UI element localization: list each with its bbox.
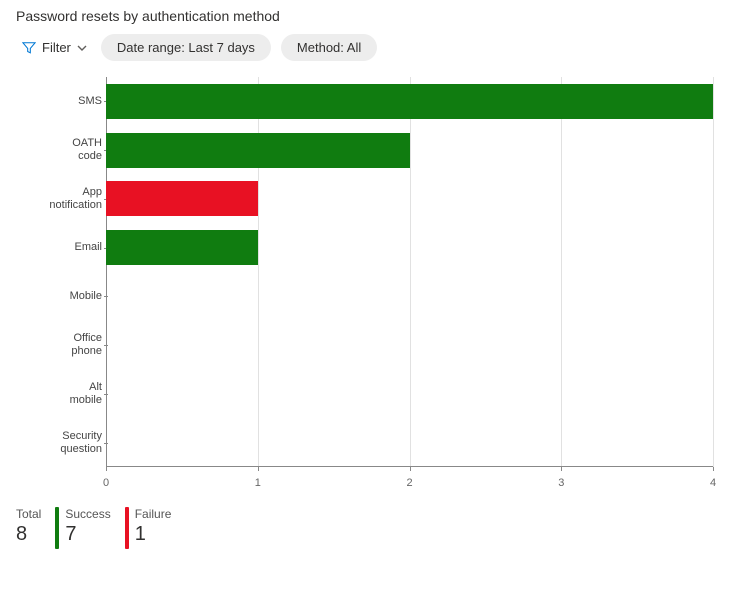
bar-failure[interactable] [106,181,258,216]
bar-track [106,84,713,119]
filter-row: Filter Date range: Last 7 days Method: Al… [16,34,723,61]
category-label: SMS [16,95,104,108]
category-label: Security question [16,430,104,455]
x-tick-label: 0 [103,477,109,489]
filter-icon [22,41,36,55]
chart: SMS OATH code App notification Email Mobile O… [16,77,723,497]
x-tick [410,467,411,471]
summary: Total 8 Success 7 Failure 1 [16,507,723,549]
chart-row: Office phone [16,321,713,370]
category-label: Mobile [16,290,104,303]
category-label: OATH code [16,137,104,162]
filter-pill-0[interactable]: Date range: Last 7 days [101,34,271,61]
category-label: App notification [16,186,104,211]
x-tick [561,467,562,471]
x-tick-label: 1 [255,477,261,489]
filter-pill-1[interactable]: Method: All [281,34,377,61]
bar-track [106,133,713,168]
summary-item: Failure 1 [125,507,172,549]
bar-success[interactable] [106,230,258,265]
category-label: Alt mobile [16,381,104,406]
bar-track [106,328,713,363]
summary-item: Total 8 [16,507,41,546]
chart-row: App notification [16,175,713,224]
category-label: Email [16,241,104,254]
x-tick [713,467,714,471]
summary-label: Success [65,507,110,521]
filter-label: Filter [42,40,71,55]
filter-button[interactable]: Filter [16,36,93,59]
summary-item: Success 7 [55,507,110,549]
summary-accent [125,507,129,549]
summary-label: Total [16,507,41,521]
chart-row: OATH code [16,126,713,175]
chart-row: Security question [16,418,713,467]
chart-row: Email [16,223,713,272]
summary-value: 7 [65,523,110,546]
bar-track [106,376,713,411]
bar-track [106,279,713,314]
bar-success[interactable] [106,133,410,168]
summary-label: Failure [135,507,172,521]
bar-track [106,181,713,216]
x-tick-label: 3 [558,477,564,489]
chart-row: Mobile [16,272,713,321]
x-tick-label: 2 [406,477,412,489]
x-tick-label: 4 [710,477,716,489]
summary-accent [55,507,59,549]
chevron-down-icon [77,43,87,53]
x-tick [106,467,107,471]
gridline [713,77,714,467]
bar-track [106,425,713,460]
summary-value: 1 [135,523,172,546]
x-tick [258,467,259,471]
summary-value: 8 [16,523,41,546]
category-label: Office phone [16,332,104,357]
chart-row: Alt mobile [16,370,713,419]
bar-success[interactable] [106,84,713,119]
chart-row: SMS [16,77,713,126]
page-title: Password resets by authentication method [16,8,723,24]
bar-track [106,230,713,265]
